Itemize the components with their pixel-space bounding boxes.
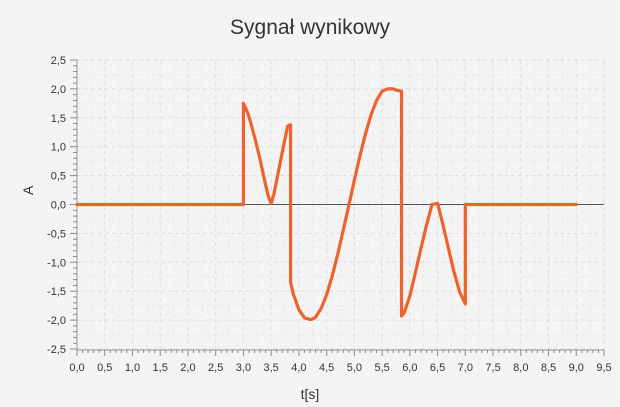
y-tick-label: -0,5: [47, 228, 66, 240]
y-tick-label: 2,0: [51, 84, 66, 96]
y-tick-label: -2,5: [47, 344, 66, 356]
x-tick-label: 0,0: [69, 362, 84, 374]
x-tick-label: 3,5: [264, 362, 279, 374]
x-tick-label: 9,0: [569, 362, 584, 374]
x-tick-label: 2,0: [180, 362, 195, 374]
x-tick-label: 3,0: [236, 362, 251, 374]
x-tick-label: 6,0: [402, 362, 417, 374]
y-tick-label: 2,5: [51, 55, 66, 67]
x-tick-label: 0,5: [97, 362, 112, 374]
x-tick-label: 4,0: [291, 362, 306, 374]
x-tick-label: 1,0: [125, 362, 140, 374]
x-tick-label: 2,5: [208, 362, 223, 374]
y-tick-label: 1,0: [51, 142, 66, 154]
chart-title: Sygnał wynikowy: [230, 16, 390, 39]
x-tick-label: 8,5: [541, 362, 556, 374]
x-tick-label: 8,0: [513, 362, 528, 374]
x-tick-label: 7,5: [485, 362, 500, 374]
x-tick-label: 6,5: [430, 362, 445, 374]
x-tick-label: 4,5: [319, 362, 334, 374]
x-tick-label: 5,5: [374, 362, 389, 374]
x-tick-label: 5,0: [347, 362, 362, 374]
x-tick-label: 1,5: [153, 362, 168, 374]
series-line: [75, 87, 578, 322]
y-tick-label: 0,0: [51, 200, 66, 212]
y-tick-label: -2,0: [47, 315, 66, 327]
x-tick-label: 7,0: [458, 362, 473, 374]
x-axis-label: t[s]: [300, 386, 320, 402]
y-tick-label: -1,0: [47, 257, 66, 269]
y-tick-label: 1,5: [51, 113, 66, 125]
x-tick-label: 9,5: [596, 362, 611, 374]
y-tick-label: -1,5: [47, 286, 66, 298]
y-tick-label: 0,5: [51, 171, 66, 183]
